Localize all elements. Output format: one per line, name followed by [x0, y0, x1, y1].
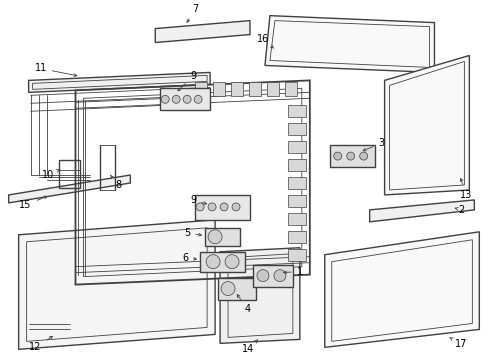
- Text: 12: 12: [29, 337, 52, 352]
- Bar: [200, 252, 245, 272]
- Circle shape: [347, 152, 355, 160]
- Text: 16: 16: [257, 33, 273, 48]
- Bar: [288, 249, 306, 261]
- Circle shape: [194, 95, 202, 103]
- Bar: [288, 195, 306, 207]
- Text: 11: 11: [34, 63, 77, 76]
- Bar: [288, 231, 306, 243]
- Text: 5: 5: [184, 228, 201, 238]
- Text: 17: 17: [450, 338, 467, 349]
- Text: 7: 7: [187, 4, 198, 22]
- Text: 15: 15: [20, 196, 47, 210]
- Bar: [285, 82, 297, 96]
- Circle shape: [196, 203, 204, 211]
- Polygon shape: [325, 232, 479, 347]
- Text: 3: 3: [363, 138, 385, 151]
- Text: 13: 13: [460, 179, 472, 200]
- Bar: [58, 160, 80, 188]
- Bar: [288, 177, 306, 189]
- Bar: [195, 195, 250, 220]
- Text: 2: 2: [455, 205, 465, 215]
- Text: 10: 10: [43, 169, 60, 180]
- Circle shape: [232, 203, 240, 211]
- Text: 9: 9: [190, 195, 207, 205]
- Bar: [218, 278, 256, 300]
- Circle shape: [274, 270, 286, 282]
- Text: 9: 9: [178, 71, 196, 91]
- Circle shape: [161, 95, 169, 103]
- Bar: [205, 228, 240, 246]
- Text: 4: 4: [237, 294, 251, 315]
- Circle shape: [208, 230, 222, 244]
- Bar: [253, 265, 293, 287]
- Circle shape: [220, 203, 228, 211]
- Bar: [213, 82, 225, 96]
- Polygon shape: [19, 220, 215, 349]
- Bar: [330, 145, 375, 167]
- Circle shape: [221, 282, 235, 296]
- Polygon shape: [155, 21, 250, 42]
- Bar: [288, 141, 306, 153]
- Polygon shape: [385, 55, 469, 195]
- Bar: [288, 213, 306, 225]
- Polygon shape: [369, 200, 474, 222]
- Circle shape: [172, 95, 180, 103]
- Circle shape: [257, 270, 269, 282]
- Text: 1: 1: [284, 267, 303, 276]
- Bar: [267, 82, 279, 96]
- Bar: [288, 159, 306, 171]
- Bar: [288, 123, 306, 135]
- Circle shape: [183, 95, 191, 103]
- Circle shape: [225, 255, 239, 269]
- Circle shape: [334, 152, 342, 160]
- Circle shape: [206, 255, 220, 269]
- Text: 14: 14: [242, 339, 258, 354]
- Bar: [231, 82, 243, 96]
- Text: 6: 6: [182, 253, 196, 263]
- Bar: [195, 82, 207, 96]
- Polygon shape: [9, 175, 130, 203]
- Polygon shape: [220, 248, 300, 343]
- Bar: [288, 105, 306, 117]
- Circle shape: [360, 152, 368, 160]
- Bar: [160, 88, 210, 110]
- Polygon shape: [265, 15, 435, 72]
- Polygon shape: [28, 72, 210, 92]
- Bar: [249, 82, 261, 96]
- Circle shape: [208, 203, 216, 211]
- Text: 8: 8: [111, 175, 122, 190]
